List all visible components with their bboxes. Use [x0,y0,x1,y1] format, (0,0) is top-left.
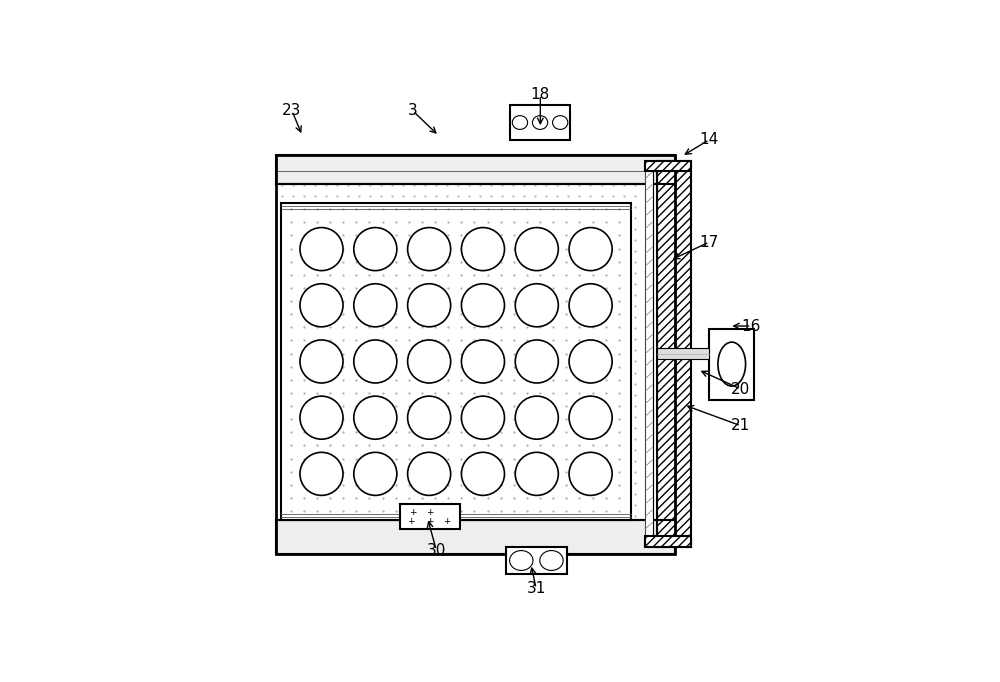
Ellipse shape [354,228,397,271]
Ellipse shape [569,228,612,271]
Ellipse shape [512,116,528,130]
Text: 31: 31 [526,581,546,596]
Ellipse shape [300,284,343,327]
Text: 3: 3 [408,103,418,118]
Text: 18: 18 [531,87,550,102]
Ellipse shape [300,452,343,495]
Ellipse shape [540,550,563,570]
Ellipse shape [300,340,343,383]
Ellipse shape [408,452,451,495]
Bar [276,520,675,554]
Ellipse shape [532,116,548,130]
Bar [645,160,691,171]
Ellipse shape [515,396,558,439]
Bar [281,203,631,520]
Ellipse shape [510,550,533,570]
Ellipse shape [408,396,451,439]
Ellipse shape [408,284,451,327]
Text: +: + [426,507,434,517]
Bar [645,536,691,546]
Text: 21: 21 [731,418,751,433]
Bar [506,546,567,574]
Ellipse shape [515,340,558,383]
Ellipse shape [300,396,343,439]
Text: 23: 23 [282,103,302,118]
Bar [657,348,709,359]
Ellipse shape [718,342,746,386]
Ellipse shape [354,452,397,495]
Ellipse shape [461,340,504,383]
Text: 14: 14 [700,132,719,147]
Text: +: + [409,507,417,517]
Ellipse shape [461,228,504,271]
Ellipse shape [553,116,568,130]
Ellipse shape [569,284,612,327]
Text: 20: 20 [731,381,751,396]
Ellipse shape [515,452,558,495]
Bar [276,155,675,184]
Ellipse shape [408,228,451,271]
Ellipse shape [461,284,504,327]
Ellipse shape [569,396,612,439]
Ellipse shape [408,340,451,383]
Text: 17: 17 [700,235,719,250]
Text: +: + [426,517,434,527]
Ellipse shape [461,396,504,439]
Bar [645,166,653,542]
Text: 16: 16 [742,318,761,333]
Ellipse shape [461,452,504,495]
Ellipse shape [515,228,558,271]
Bar [657,160,691,546]
Ellipse shape [300,228,343,271]
Ellipse shape [569,340,612,383]
Text: +: + [407,517,414,527]
Ellipse shape [354,284,397,327]
Ellipse shape [354,396,397,439]
Bar [400,504,460,529]
Bar [709,329,754,400]
Ellipse shape [515,284,558,327]
Ellipse shape [569,452,612,495]
Text: +: + [443,517,450,527]
Text: 30: 30 [427,543,446,558]
Ellipse shape [354,340,397,383]
Bar [276,155,675,554]
Bar [510,106,570,140]
